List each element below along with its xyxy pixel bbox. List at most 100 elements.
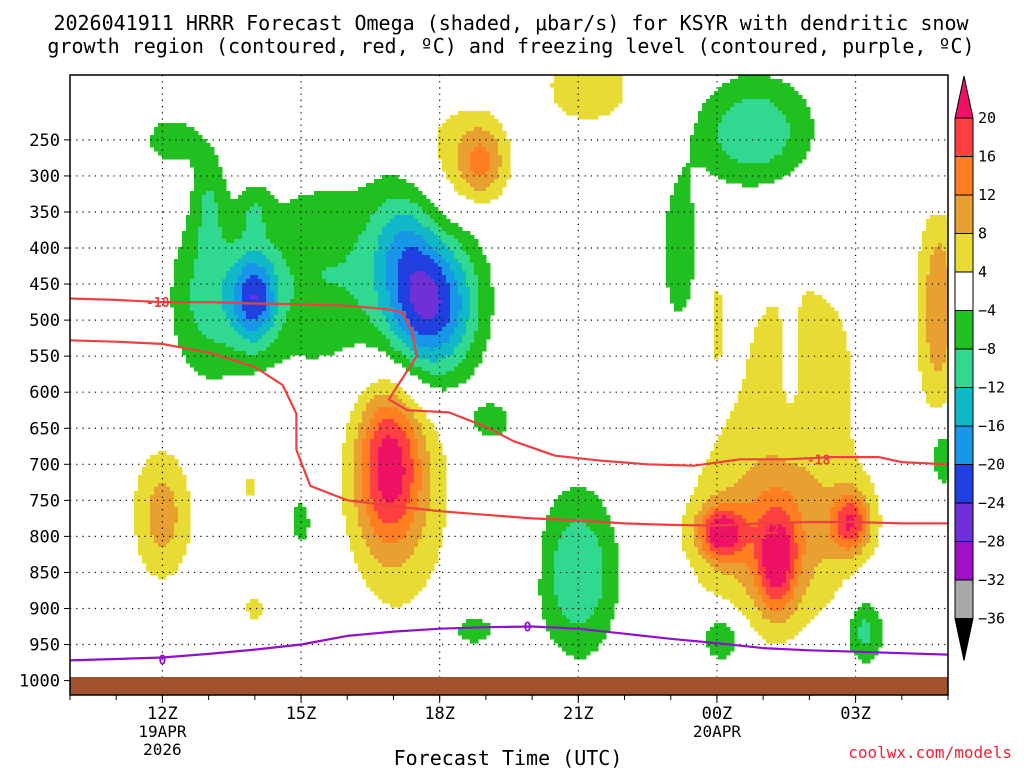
omega-cell — [206, 223, 211, 228]
omega-cell — [438, 523, 443, 528]
omega-cell — [230, 371, 235, 376]
omega-cell — [414, 419, 419, 424]
omega-cell — [242, 263, 247, 268]
omega-cell — [194, 331, 199, 336]
omega-cell — [450, 371, 455, 376]
omega-cell — [274, 235, 279, 240]
omega-cell — [410, 295, 415, 300]
omega-cell — [382, 347, 387, 352]
omega-cell — [178, 527, 183, 532]
omega-cell — [238, 367, 243, 372]
omega-cell — [326, 331, 331, 336]
omega-cell — [418, 527, 423, 532]
omega-cell — [446, 175, 451, 180]
omega-cell — [186, 531, 191, 536]
omega-cell — [150, 491, 155, 496]
omega-cell — [302, 215, 307, 220]
omega-cell — [418, 467, 423, 472]
omega-cell — [166, 135, 171, 140]
omega-cell — [270, 211, 275, 216]
omega-cell — [426, 455, 431, 460]
omega-cell — [382, 547, 387, 552]
omega-cell — [310, 307, 315, 312]
omega-cell — [346, 247, 351, 252]
omega-cell — [390, 435, 395, 440]
omega-cell — [226, 191, 231, 196]
omega-cell — [258, 199, 263, 204]
omega-cell — [370, 431, 375, 436]
omega-cell — [414, 579, 419, 584]
omega-cell — [362, 419, 367, 424]
omega-cell — [226, 231, 231, 236]
omega-cell — [390, 547, 395, 552]
omega-cell — [386, 323, 391, 328]
omega-cell — [274, 311, 279, 316]
omega-cell — [258, 363, 263, 368]
omega-cell — [190, 215, 195, 220]
omega-cell — [206, 255, 211, 260]
omega-cell — [378, 575, 383, 580]
omega-cell — [414, 275, 419, 280]
omega-cell — [350, 243, 355, 248]
omega-cell — [382, 207, 387, 212]
omega-cell — [254, 599, 259, 604]
omega-cell — [190, 163, 195, 168]
omega-cell — [290, 307, 295, 312]
omega-cell — [170, 543, 175, 548]
omega-cell — [466, 159, 471, 164]
omega-cell — [190, 303, 195, 308]
omega-cell — [170, 143, 175, 148]
omega-cell — [418, 283, 423, 288]
omega-cell — [426, 235, 431, 240]
omega-cell — [206, 347, 211, 352]
omega-cell — [350, 235, 355, 240]
omega-cell — [338, 315, 343, 320]
omega-cell — [434, 475, 439, 480]
omega-cell — [230, 259, 235, 264]
omega-cell — [350, 315, 355, 320]
omega-cell — [418, 447, 423, 452]
omega-cell — [262, 327, 267, 332]
omega-cell — [314, 307, 319, 312]
omega-cell — [410, 439, 415, 444]
omega-cell — [314, 335, 319, 340]
omega-cell — [458, 111, 463, 116]
omega-cell — [346, 251, 351, 256]
omega-cell — [198, 231, 203, 236]
omega-cell — [394, 219, 399, 224]
omega-cell — [458, 271, 463, 276]
omega-cell — [162, 123, 167, 128]
omega-cell — [426, 295, 431, 300]
omega-cell — [250, 611, 255, 616]
omega-cell — [370, 515, 375, 520]
omega-cell — [466, 303, 471, 308]
omega-cell — [402, 471, 407, 476]
omega-cell — [318, 199, 323, 204]
omega-cell — [450, 271, 455, 276]
omega-cell — [370, 343, 375, 348]
omega-cell — [270, 219, 275, 224]
omega-cell — [310, 243, 315, 248]
omega-cell — [370, 511, 375, 516]
omega-cell — [458, 115, 463, 120]
omega-cell — [198, 303, 203, 308]
omega-cell — [394, 539, 399, 544]
omega-cell — [342, 451, 347, 456]
omega-cell — [362, 435, 367, 440]
omega-cell — [206, 215, 211, 220]
omega-cell — [370, 235, 375, 240]
omega-cell — [394, 483, 399, 488]
omega-cell — [402, 411, 407, 416]
omega-cell — [398, 307, 403, 312]
omega-cell — [410, 355, 415, 360]
omega-cell — [382, 183, 387, 188]
omega-cell — [290, 283, 295, 288]
omega-cell — [374, 575, 379, 580]
omega-cell — [446, 239, 451, 244]
omega-cell — [330, 215, 335, 220]
omega-cell — [194, 283, 199, 288]
omega-cell — [214, 251, 219, 256]
omega-cell — [318, 291, 323, 296]
omega-cell — [410, 231, 415, 236]
omega-cell — [310, 247, 315, 252]
